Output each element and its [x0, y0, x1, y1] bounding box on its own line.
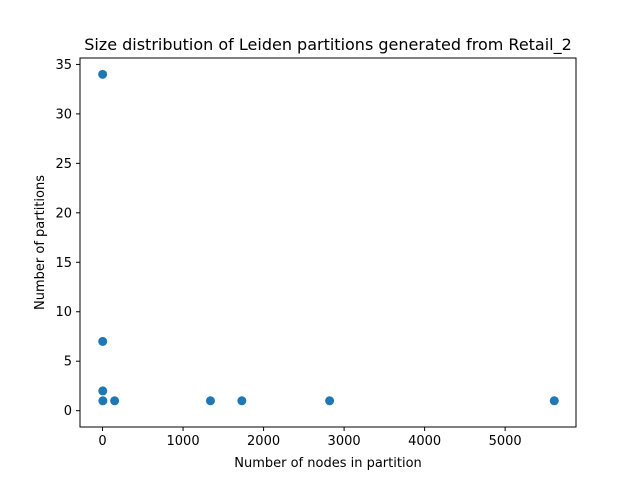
y-tick-label: 25	[55, 157, 72, 172]
y-axis-label: Number of partitions	[33, 175, 48, 310]
y-tick-label: 30	[55, 107, 72, 122]
x-tick-label: 4000	[408, 434, 441, 449]
y-tick-label: 35	[55, 58, 72, 73]
y-tick-label: 15	[55, 256, 72, 271]
y-tick-label: 5	[64, 355, 72, 370]
scatter-point	[98, 336, 108, 346]
scatter-point	[549, 396, 559, 406]
scatter-point	[237, 396, 247, 406]
y-tick-label: 20	[55, 206, 72, 221]
plot-frame	[79, 57, 577, 428]
x-tick-label: 0	[98, 434, 106, 449]
y-tick-label: 0	[64, 404, 72, 419]
data-points	[98, 69, 559, 406]
scatter-point	[98, 386, 108, 396]
x-tick-label: 3000	[328, 434, 361, 449]
scatter-point	[325, 396, 335, 406]
x-axis-ticks: 0 1000 2000 3000 4000 5000	[98, 427, 522, 449]
scatter-point	[110, 396, 120, 406]
x-tick-label: 2000	[247, 434, 280, 449]
y-tick-label: 10	[55, 305, 72, 320]
scatter-point	[98, 69, 108, 79]
x-tick-label: 5000	[489, 434, 522, 449]
chart-title: Size distribution of Leiden partitions g…	[84, 35, 572, 55]
y-axis-ticks: 0 5 10 15 20 25 30 35	[55, 58, 80, 419]
scatter-point	[98, 396, 108, 406]
scatter-point	[205, 396, 215, 406]
x-tick-label: 1000	[167, 434, 200, 449]
x-axis-label: Number of nodes in partition	[234, 456, 422, 471]
